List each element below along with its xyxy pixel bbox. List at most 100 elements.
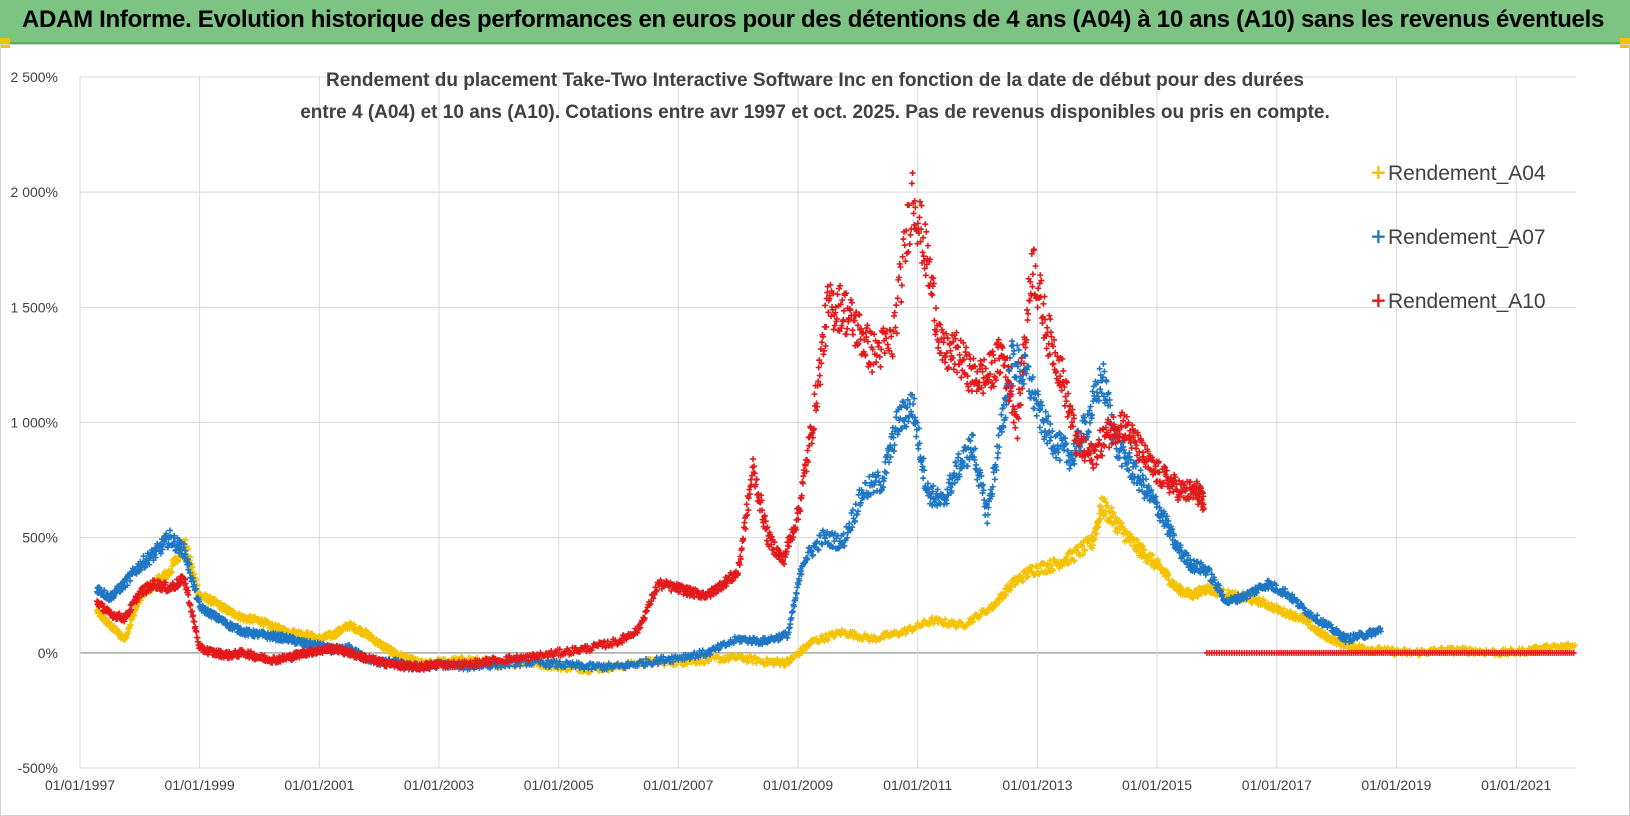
data-point (1049, 567, 1056, 574)
data-point (1020, 380, 1027, 387)
data-point (996, 444, 1003, 451)
data-point (1011, 347, 1018, 354)
data-point (699, 647, 706, 654)
data-point (1014, 342, 1021, 349)
y-tick-label: 1 000% (11, 415, 58, 431)
data-point (1215, 582, 1222, 589)
data-point (171, 532, 178, 539)
data-point (1104, 502, 1111, 509)
data-point (858, 487, 865, 494)
data-point (904, 396, 911, 403)
data-point (936, 616, 943, 623)
data-point (948, 487, 955, 494)
data-point (543, 660, 550, 667)
data-point (1082, 547, 1089, 554)
data-point (184, 556, 191, 563)
data-point (1194, 593, 1201, 600)
x-tick-label: 01/01/2021 (1481, 777, 1551, 793)
data-point (1133, 548, 1140, 555)
data-point (1101, 368, 1108, 375)
data-point (1089, 388, 1096, 395)
data-point (1074, 544, 1081, 551)
grid (79, 76, 1576, 769)
x-tick-label: 01/01/2013 (1002, 777, 1072, 793)
data-point (852, 501, 859, 508)
data-point (738, 652, 745, 659)
data-point (1122, 537, 1129, 544)
data-point (1087, 403, 1094, 410)
data-point (916, 440, 923, 447)
data-point (1167, 529, 1174, 536)
data-point (1046, 437, 1053, 444)
data-point (980, 487, 987, 494)
data-point (152, 554, 159, 561)
data-point (1126, 453, 1133, 460)
data-point (1126, 539, 1133, 546)
data-point (989, 490, 996, 497)
series-rendement-a07 (94, 338, 1384, 673)
data-point (796, 652, 803, 659)
data-point (1096, 365, 1103, 372)
data-point (953, 463, 960, 470)
data-point (786, 658, 793, 665)
data-point (127, 577, 134, 584)
data-point (963, 622, 970, 629)
data-point (1171, 532, 1178, 539)
y-tick-label: 2 000% (11, 184, 58, 200)
data-point (1096, 397, 1103, 404)
data-point (910, 400, 917, 407)
data-point (915, 425, 922, 432)
data-point (166, 527, 173, 534)
data-point (795, 581, 802, 588)
data-point (951, 479, 958, 486)
data-point (1106, 507, 1113, 514)
data-point (921, 467, 928, 474)
data-point (1031, 405, 1038, 412)
data-point (654, 660, 661, 667)
data-point (191, 618, 198, 625)
data-point (836, 544, 843, 551)
data-point (1000, 424, 1007, 431)
data-point (944, 486, 951, 493)
data-point (903, 423, 910, 430)
data-point (969, 432, 976, 439)
data-point (810, 551, 817, 558)
data-point (1114, 529, 1121, 536)
x-tick-label: 01/01/2001 (284, 777, 354, 793)
data-point (716, 645, 723, 652)
data-point (831, 634, 838, 641)
data-point (180, 541, 187, 548)
data-point (517, 662, 524, 669)
data-point (1134, 536, 1141, 543)
data-point (999, 405, 1006, 412)
data-point (185, 545, 192, 552)
data-point (547, 663, 554, 670)
data-point (1163, 513, 1170, 520)
data-point (137, 567, 144, 574)
data-point (505, 662, 512, 669)
data-point (1127, 457, 1134, 464)
data-point (634, 662, 641, 669)
data-point (497, 664, 504, 671)
data-point (930, 482, 937, 489)
data-point (1077, 552, 1084, 559)
data-point (943, 500, 950, 507)
data-point (950, 618, 957, 625)
y-tick-label: 500% (22, 530, 58, 546)
data-point (146, 561, 153, 568)
data-point (660, 653, 667, 660)
data-point (1103, 378, 1110, 385)
data-point (1066, 465, 1073, 472)
data-point (989, 483, 996, 490)
data-point (1106, 396, 1113, 403)
data-point (852, 518, 859, 525)
data-point (829, 629, 836, 636)
axes: -500%0%500%1 000%1 500%2 000%2 500%01/01… (11, 69, 1552, 793)
data-point (704, 657, 711, 664)
data-point (1056, 429, 1063, 436)
data-point (1026, 388, 1033, 395)
data-point (1093, 530, 1100, 537)
data-point (1038, 429, 1045, 436)
data-point (890, 434, 897, 441)
